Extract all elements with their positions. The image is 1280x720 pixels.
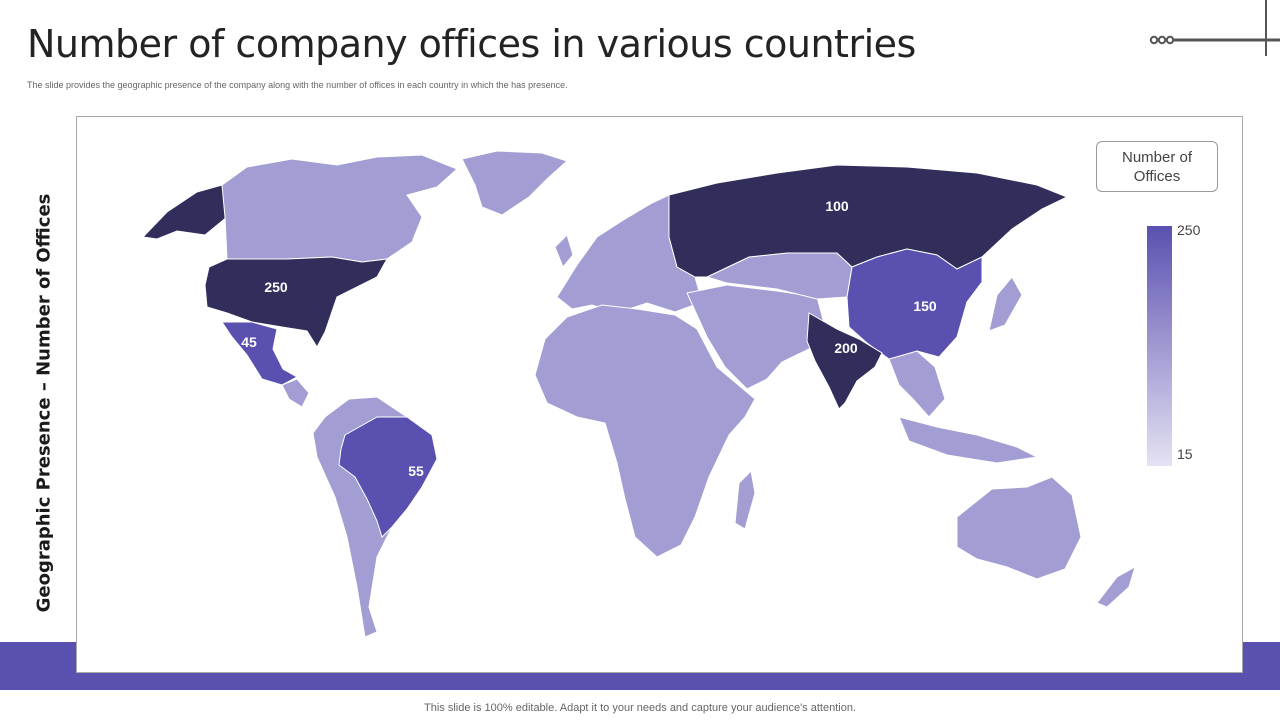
australia-region [956, 476, 1082, 580]
legend-title: Number of Offices [1121, 148, 1193, 185]
country-brazil[interactable] [338, 416, 438, 538]
country-value-label: 200 [834, 340, 858, 356]
japan-region [988, 276, 1023, 332]
uk-region [554, 234, 574, 268]
country-mexico[interactable] [221, 321, 299, 386]
highlighted-countries [204, 164, 1069, 538]
central-america-region [281, 378, 310, 408]
new-zealand-region [1096, 565, 1136, 608]
legend-min-label: 15 [1177, 446, 1193, 462]
madagascar-region [734, 469, 756, 530]
world-map-panel: 250 100 200 150 55 45 [76, 116, 1243, 673]
country-value-label: 250 [264, 279, 288, 295]
legend-max-label: 250 [1177, 222, 1201, 238]
country-value-label: 45 [241, 334, 257, 350]
country-value-labels: 250 100 200 150 55 45 [241, 198, 937, 479]
legend-gradient-bar [1147, 226, 1172, 466]
africa-region [534, 304, 756, 558]
slide-subtitle: The slide provides the geographic presen… [27, 80, 568, 90]
base-countries [141, 150, 1136, 638]
legend-title-box: Number of Offices [1096, 141, 1218, 192]
footer-note: This slide is 100% editable. Adapt it to… [424, 702, 856, 714]
indonesia-region [898, 416, 1039, 464]
vertical-axis-label: Geographic Presence – Number of Offices [33, 193, 55, 613]
canada-region [221, 154, 458, 263]
country-value-label: 150 [913, 298, 937, 314]
alaska-region [141, 184, 228, 240]
greenland-region [461, 150, 568, 216]
world-choropleth-map: 250 100 200 150 55 45 [141, 150, 1136, 638]
slide-title: Number of company offices in various cou… [27, 22, 916, 66]
middle-east-region [686, 284, 826, 390]
country-india[interactable] [806, 312, 883, 410]
southeast-asia-region [888, 350, 946, 418]
decorative-ornament [1149, 0, 1280, 56]
country-usa[interactable] [204, 256, 388, 348]
country-china[interactable] [846, 248, 983, 360]
country-value-label: 100 [825, 198, 849, 214]
country-value-label: 55 [408, 463, 424, 479]
